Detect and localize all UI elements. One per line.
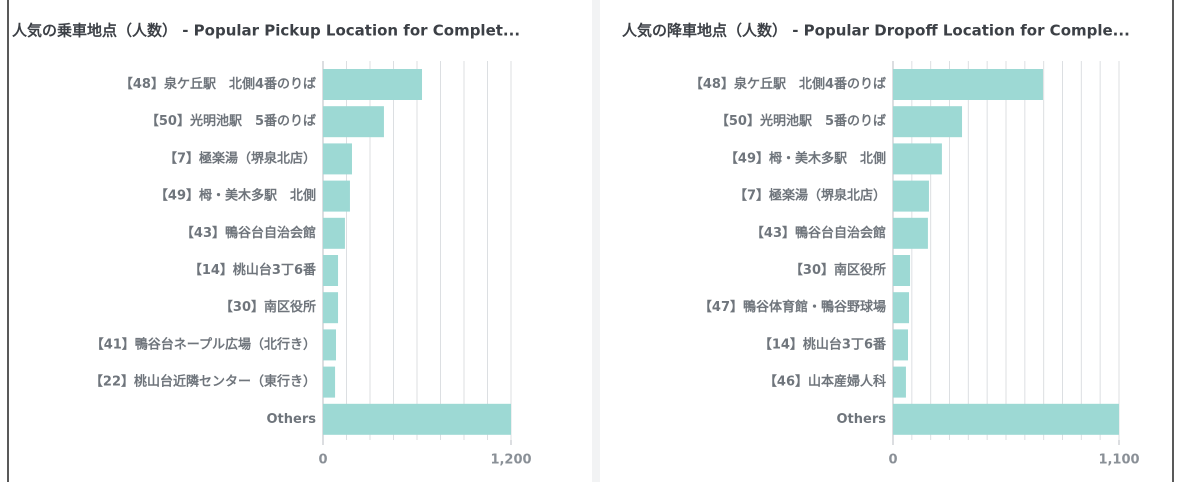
- bar: [323, 403, 511, 435]
- bar: [893, 403, 1119, 435]
- category-label: 【22】桃山台近隣センター（東行き）: [90, 374, 316, 390]
- bar: [323, 180, 350, 212]
- bar: [893, 255, 911, 286]
- x-tick-label: 1,100: [1098, 453, 1139, 468]
- bar: [323, 106, 384, 138]
- category-label: Others: [267, 412, 317, 427]
- chart-title: 人気の乗車地点（人数） - Popular Pickup Location fo…: [12, 22, 520, 40]
- category-label: 【30】南区役所: [790, 262, 886, 278]
- category-label: 【41】鴨谷台ネープル広場（北行き）: [91, 336, 316, 352]
- category-label: 【48】泉ケ丘駅 北側4番のりば: [120, 76, 316, 92]
- bar: [323, 255, 339, 286]
- bar: [323, 217, 345, 249]
- bar: [893, 329, 908, 361]
- category-label: 【49】栂・美木多駅 北側: [725, 150, 886, 166]
- category-label: 【49】栂・美木多駅 北側: [155, 188, 316, 204]
- category-label: 【43】鴨谷台自治会館: [751, 225, 886, 241]
- chart-title: 人気の降車地点（人数） - Popular Dropoff Location f…: [622, 22, 1130, 40]
- x-tick-label: 1,200: [490, 453, 531, 468]
- category-label: 【46】山本産婦人科: [764, 374, 886, 390]
- category-label: 【43】鴨谷台自治会館: [181, 225, 316, 241]
- category-label: 【14】桃山台3丁6番: [759, 336, 887, 352]
- bar: [893, 106, 963, 138]
- bar: [323, 69, 423, 100]
- bar: [893, 366, 906, 398]
- bar: [893, 180, 929, 212]
- panel-separator: [592, 0, 600, 482]
- category-label: 【48】泉ケ丘駅 北側4番のりば: [690, 76, 886, 92]
- x-tick-label: 0: [888, 453, 897, 468]
- bar: [323, 292, 339, 324]
- category-label: 【47】鴨谷体育館・鴨谷野球場: [699, 299, 886, 315]
- bar: [893, 69, 1043, 100]
- x-tick-label: 0: [318, 453, 327, 468]
- bar: [323, 143, 352, 175]
- bar: [893, 292, 910, 324]
- category-label: 【50】光明池駅 5番のりば: [146, 113, 316, 129]
- category-label: 【14】桃山台3丁6番: [189, 262, 317, 278]
- category-label: 【7】極楽湯（堺泉北店）: [164, 150, 316, 166]
- bar: [893, 143, 942, 175]
- category-label: 【7】極楽湯（堺泉北店）: [734, 188, 886, 204]
- category-label: Others: [837, 412, 887, 427]
- bar: [893, 217, 928, 249]
- bar: [323, 366, 336, 398]
- category-label: 【50】光明池駅 5番のりば: [716, 113, 886, 129]
- category-label: 【30】南区役所: [220, 299, 316, 315]
- bar: [323, 329, 337, 361]
